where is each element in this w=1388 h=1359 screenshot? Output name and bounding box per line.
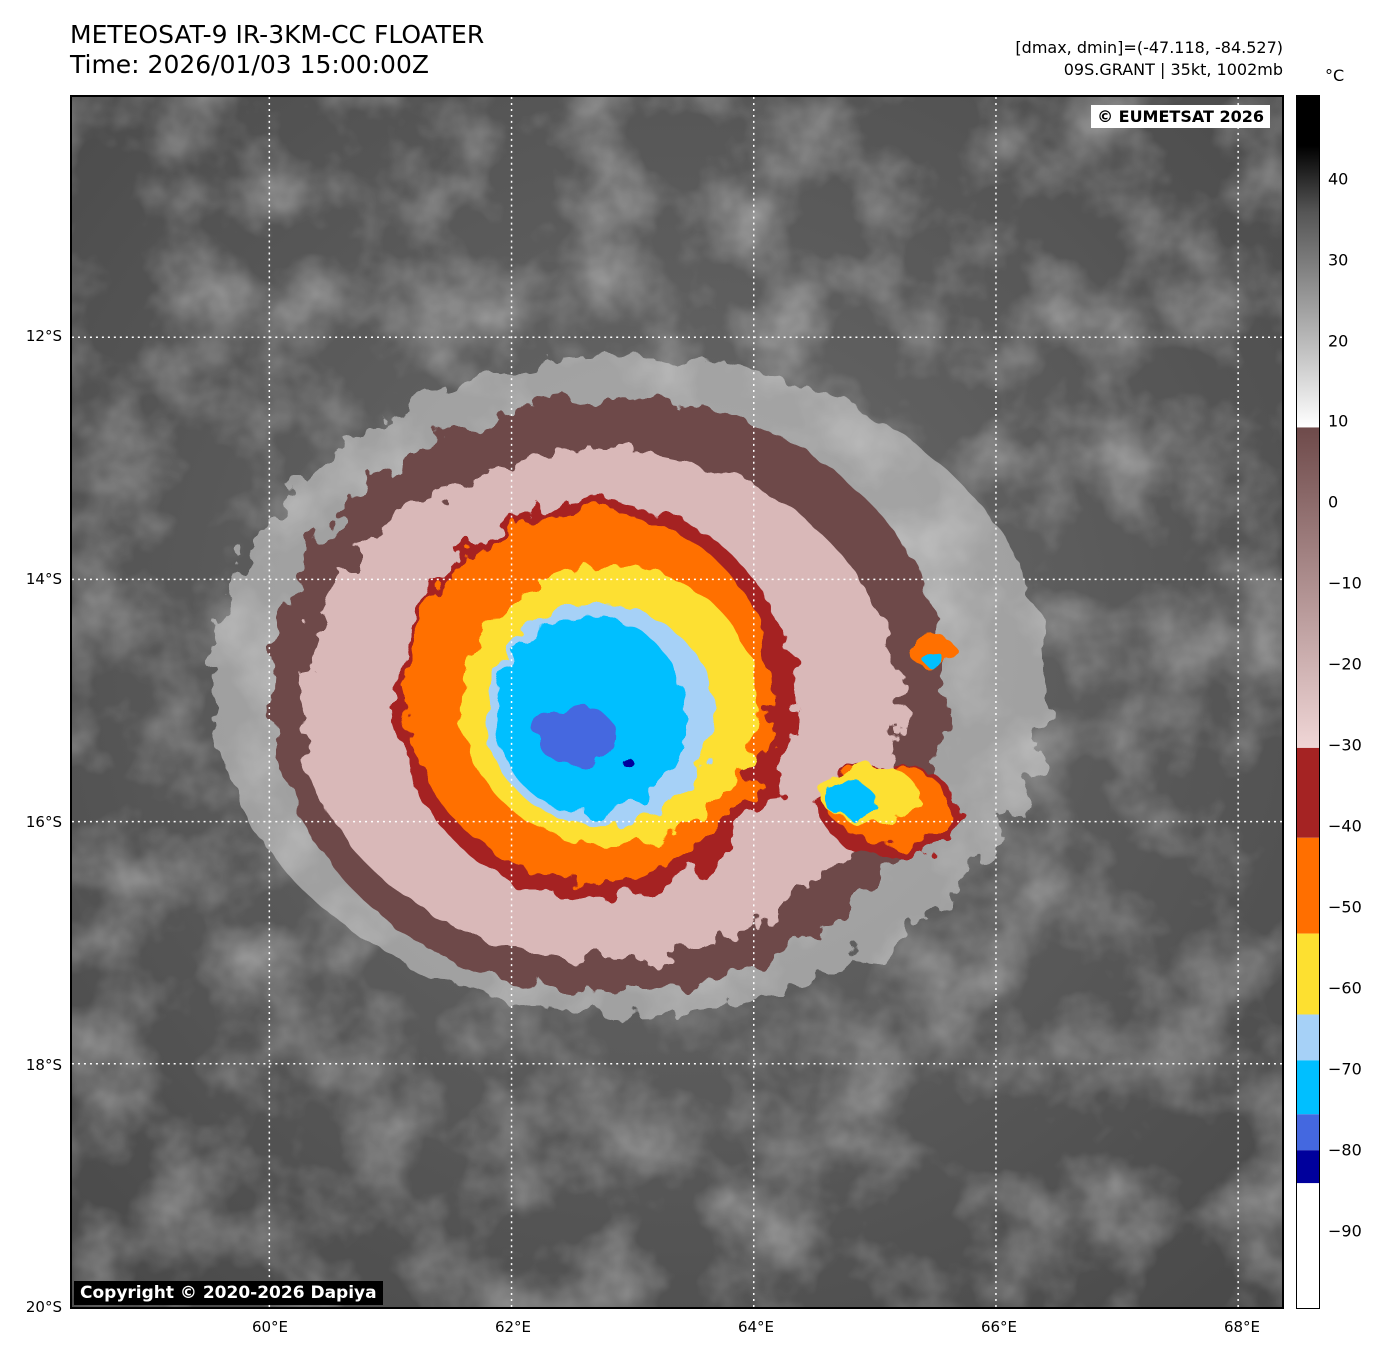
lat-label-20s: 20°S <box>25 1298 62 1316</box>
satellite-map[interactable]: © EUMETSAT 2026 Copyright © 2020-2026 Da… <box>70 95 1284 1309</box>
lat-label-12s: 12°S <box>25 327 62 345</box>
lon-label-68e: 68°E <box>1223 1318 1261 1336</box>
chart-title: METEOSAT-9 IR-3KM-CC FLOATER <box>70 20 485 49</box>
cbar-white <box>1297 1183 1319 1308</box>
core-royalblue <box>535 704 616 765</box>
ir-imagery <box>72 97 1282 1307</box>
core-navy <box>619 755 632 764</box>
cbar-tick-m50: −50 <box>1328 897 1362 917</box>
gridlines <box>72 97 1282 1307</box>
cbar-tick-10: 10 <box>1328 411 1349 431</box>
cbar-royalblue <box>1297 1114 1319 1151</box>
lon-label-64e: 64°E <box>737 1318 775 1336</box>
dmax-dmin-readout: [dmax, dmin]=(-47.118, -84.527) <box>1015 38 1283 57</box>
colorbar-unit: °C <box>1325 66 1345 85</box>
cbar-warm <box>1297 96 1319 428</box>
cbar-brown <box>1297 427 1319 748</box>
cbar-darkred <box>1297 747 1319 838</box>
dapiya-copyright: Copyright © 2020-2026 Dapiya <box>74 1281 383 1305</box>
cbar-tick-m20: −20 <box>1328 654 1362 674</box>
lat-label-14s: 14°S <box>25 570 62 588</box>
cbar-tick-m60: −60 <box>1328 978 1362 998</box>
cbar-tick-m10: −10 <box>1328 573 1362 593</box>
cbar-tick-0: 0 <box>1328 492 1339 512</box>
lon-label-60e: 60°E <box>251 1318 289 1336</box>
chart-time: Time: 2026/01/03 15:00:00Z <box>70 50 429 79</box>
eumetsat-copyright: © EUMETSAT 2026 <box>1091 105 1270 128</box>
cbar-tick-40: 40 <box>1328 169 1349 189</box>
storm-info: 09S.GRANT | 35kt, 1002mb <box>1063 60 1283 79</box>
cbar-cyan <box>1297 1060 1319 1115</box>
cell-cyan <box>924 652 945 669</box>
lat-label-18s: 18°S <box>25 1056 62 1074</box>
colorbar <box>1296 95 1320 1309</box>
cbar-tick-m70: −70 <box>1328 1059 1362 1079</box>
cbar-tick-m30: −30 <box>1328 735 1362 755</box>
lon-label-62e: 62°E <box>494 1318 532 1336</box>
cbar-navy <box>1297 1150 1319 1184</box>
band-cyan <box>824 781 875 818</box>
cbar-tick-m40: −40 <box>1328 816 1362 836</box>
cbar-orange <box>1297 837 1319 934</box>
lon-label-66e: 66°E <box>980 1318 1018 1336</box>
cbar-tick-20: 20 <box>1328 331 1349 351</box>
cbar-tick-m90: −90 <box>1328 1221 1362 1241</box>
cbar-tick-30: 30 <box>1328 250 1349 270</box>
cbar-tick-m80: −80 <box>1328 1140 1362 1160</box>
cbar-lightblue <box>1297 1014 1319 1061</box>
cbar-yellow <box>1297 933 1319 1015</box>
lat-label-16s: 16°S <box>25 813 62 831</box>
core <box>460 565 954 845</box>
